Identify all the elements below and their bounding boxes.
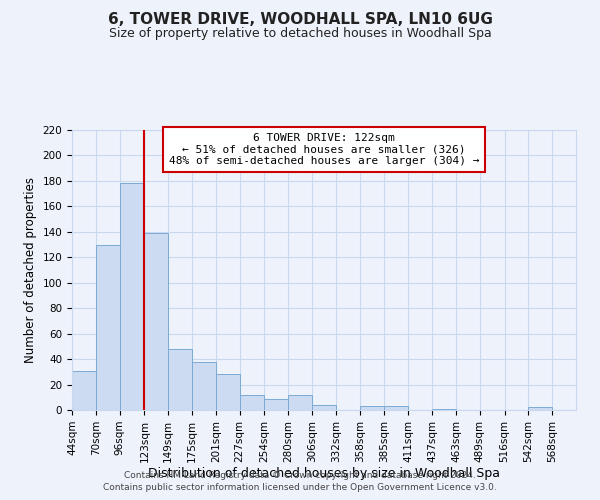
Bar — [288, 394, 312, 410]
Bar — [119, 184, 145, 410]
Bar — [432, 408, 456, 410]
Bar — [385, 406, 409, 410]
Bar — [265, 398, 288, 410]
X-axis label: Distribution of detached houses by size in Woodhall Spa: Distribution of detached houses by size … — [148, 468, 500, 480]
Bar — [360, 406, 385, 410]
Bar — [96, 244, 119, 410]
Text: 6, TOWER DRIVE, WOODHALL SPA, LN10 6UG: 6, TOWER DRIVE, WOODHALL SPA, LN10 6UG — [107, 12, 493, 28]
Bar — [529, 408, 552, 410]
Bar — [145, 233, 168, 410]
Text: Size of property relative to detached houses in Woodhall Spa: Size of property relative to detached ho… — [109, 28, 491, 40]
Bar — [216, 374, 239, 410]
Bar — [312, 405, 336, 410]
Text: 6 TOWER DRIVE: 122sqm
← 51% of detached houses are smaller (326)
48% of semi-det: 6 TOWER DRIVE: 122sqm ← 51% of detached … — [169, 133, 479, 166]
Bar — [192, 362, 216, 410]
Bar — [72, 370, 96, 410]
Text: Contains HM Land Registry data © Crown copyright and database right 2024.
Contai: Contains HM Land Registry data © Crown c… — [103, 471, 497, 492]
Y-axis label: Number of detached properties: Number of detached properties — [24, 177, 37, 363]
Bar — [168, 349, 192, 410]
Bar — [239, 394, 265, 410]
